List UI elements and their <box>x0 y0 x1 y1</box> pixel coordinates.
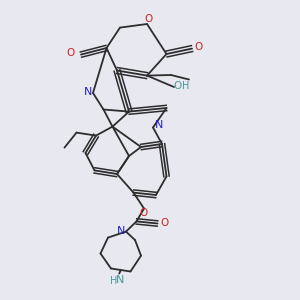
Text: N: N <box>116 226 125 236</box>
Text: H: H <box>182 81 189 92</box>
Text: H: H <box>110 276 117 286</box>
Text: N: N <box>116 274 124 285</box>
Text: N: N <box>155 120 163 130</box>
Text: O: O <box>140 208 148 218</box>
Text: O: O <box>66 48 74 59</box>
Text: O: O <box>173 81 182 92</box>
Text: O: O <box>194 42 203 52</box>
Text: O: O <box>160 218 168 228</box>
Text: O: O <box>144 14 153 24</box>
Text: N: N <box>83 87 92 98</box>
